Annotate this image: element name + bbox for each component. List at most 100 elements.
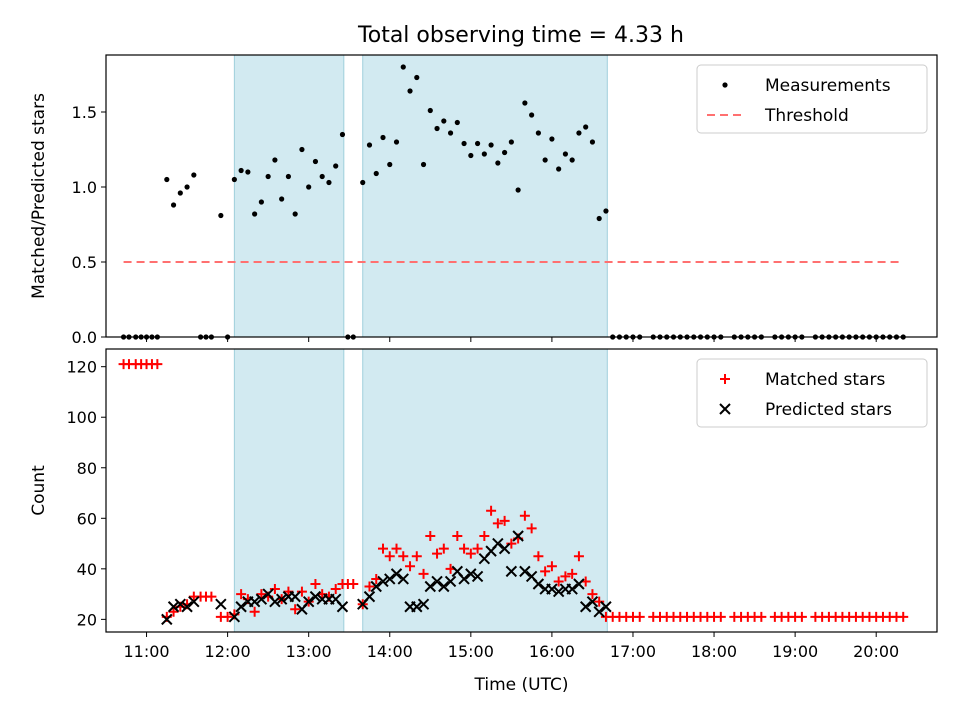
y-axis-label: Matched/Predicted stars [29,93,49,299]
y-tick-label: 1.0 [72,178,97,197]
data-point [796,611,807,622]
data-point [292,211,298,217]
data-point [310,578,321,589]
data-point [438,543,449,554]
data-point [756,611,767,622]
data-point [505,565,518,578]
data-point [465,548,476,559]
legend-label: Measurements [765,76,891,96]
data-point [458,573,470,585]
observing-window-1 [233,54,345,338]
data-point [438,580,450,593]
data-point [526,523,537,534]
data-point [170,202,177,208]
data-point [407,88,413,94]
y-tick-label: 40 [77,560,97,579]
data-point [364,581,375,592]
data-point [593,606,605,618]
data-point [161,613,173,626]
data-point [556,166,562,172]
data-point [533,551,544,562]
data-point [411,551,422,562]
data-point [330,584,341,595]
data-point [481,151,487,157]
data-point [512,530,524,542]
data-point [506,538,517,549]
x-tick-label: 18:00 [691,642,737,661]
data-point [256,589,267,600]
data-point [552,585,565,598]
data-point [258,199,264,205]
x-tick-label: 17:00 [610,642,656,661]
data-point [393,139,400,145]
data-point [238,167,244,174]
data-point [634,611,645,622]
data-point [522,100,528,106]
observing-window-2 [362,348,608,633]
y-tick-label: 80 [77,459,97,478]
data-point [283,586,294,597]
data-point [454,119,460,126]
data-point [326,179,332,186]
y-tick-label: 120 [66,358,97,377]
data-point [495,160,501,166]
data-point [488,142,494,148]
data-point [479,530,490,541]
data-point [546,561,557,572]
legend-label: Predicted stars [765,400,892,420]
data-point [252,211,258,217]
series-matched-stars [118,359,909,622]
observing-window-1 [233,348,345,633]
data-point [339,131,346,138]
data-point [380,134,386,141]
legend: Measurements Threshold [696,64,928,134]
data-point [411,601,423,613]
data-point [378,543,388,554]
data-point [529,112,535,118]
y-tick-label: 0.5 [72,253,97,272]
data-point [589,139,596,145]
data-point [594,596,605,607]
y-tick-label: 0.0 [72,328,97,347]
data-point [519,565,531,578]
data-point [302,595,315,608]
data-point [603,208,609,214]
data-point [414,74,420,81]
data-point [566,583,578,595]
data-point [519,510,530,521]
data-point [400,64,406,70]
data-point [540,566,551,577]
data-point [579,601,592,613]
data-point [370,580,382,593]
data-point [459,543,470,554]
data-point [447,130,454,136]
observing-window-2 [362,54,608,338]
data-point [472,543,483,554]
data-point [418,568,429,579]
y-tick-label: 1.5 [72,103,97,122]
x-tick-label: 19:00 [772,642,818,661]
data-point [309,590,322,603]
data-point [586,595,599,608]
data-point [290,604,301,615]
data-point [898,611,909,622]
y-axis-label: Count [29,465,49,516]
data-point [184,184,190,190]
data-point [562,151,569,157]
data-point [265,173,271,180]
data-point [245,169,251,175]
data-point [348,578,359,589]
data-point [486,505,497,516]
data-point [215,598,227,610]
data-point [235,601,247,613]
data-point [255,593,268,605]
plot-frame [105,54,938,338]
data-point [306,184,312,190]
data-point [188,595,200,608]
legend-marker [720,374,730,384]
data-point [596,215,602,222]
x-tick-label: 15:00 [448,642,494,661]
data-point [377,575,389,588]
data-point [508,139,514,145]
data-point [177,190,183,196]
